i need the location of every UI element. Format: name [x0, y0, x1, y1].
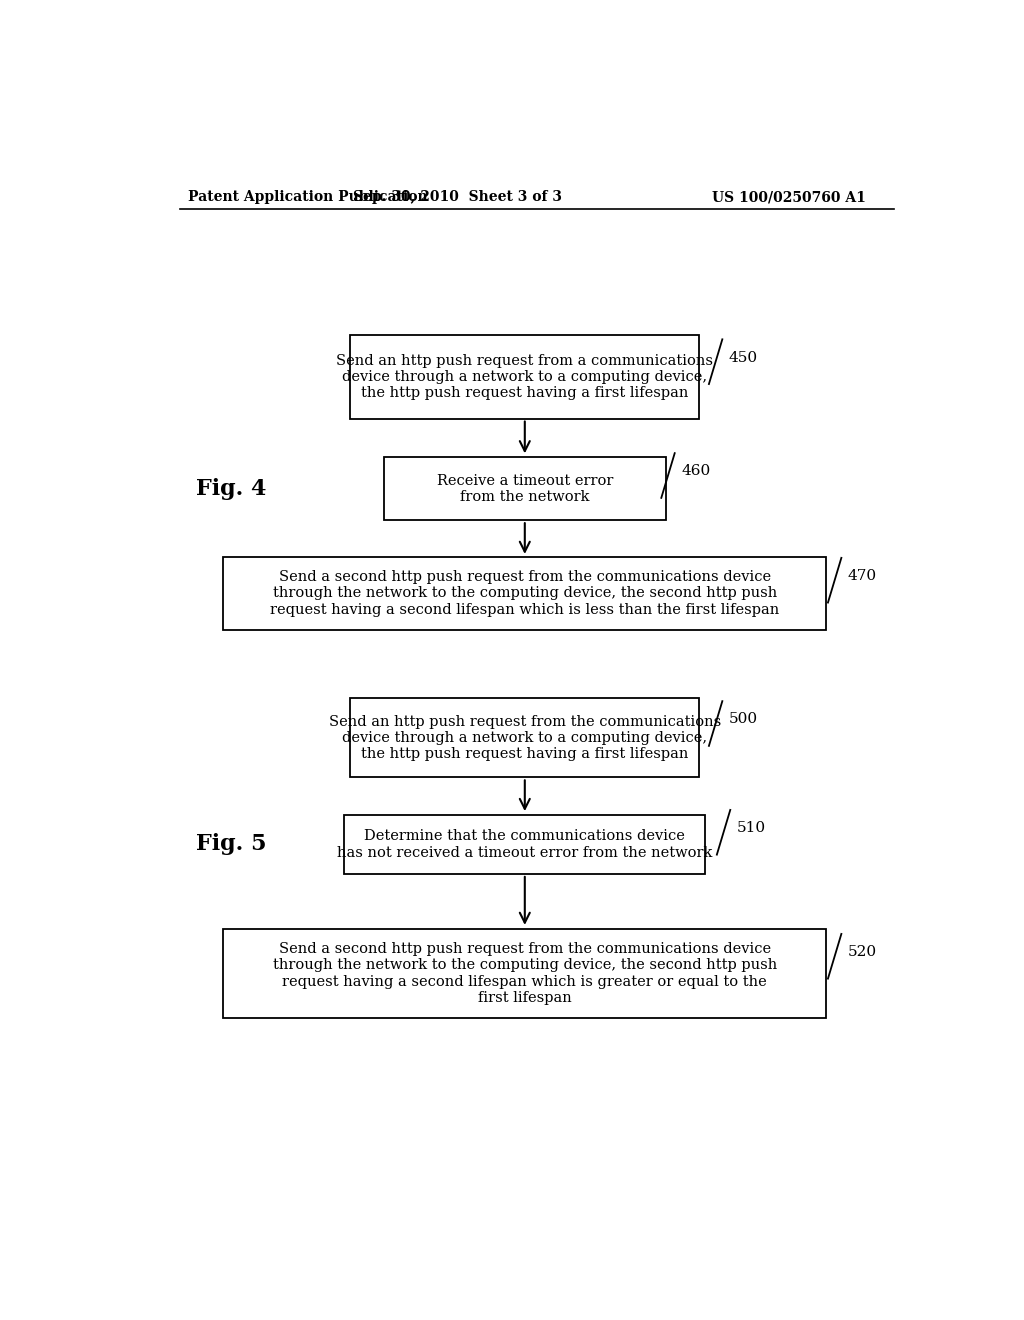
- Bar: [384, 457, 666, 520]
- Text: 510: 510: [736, 821, 766, 836]
- Bar: [350, 335, 699, 418]
- Text: Fig. 5: Fig. 5: [196, 833, 266, 855]
- Text: Patent Application Publication: Patent Application Publication: [187, 190, 427, 205]
- Bar: [223, 929, 826, 1018]
- Bar: [223, 557, 826, 630]
- Text: 470: 470: [848, 569, 877, 583]
- Text: 450: 450: [729, 351, 758, 364]
- Text: Determine that the communications device
has not received a timeout error from t: Determine that the communications device…: [337, 829, 713, 859]
- Text: Receive a timeout error
from the network: Receive a timeout error from the network: [436, 474, 613, 504]
- Text: Sep. 30, 2010  Sheet 3 of 3: Sep. 30, 2010 Sheet 3 of 3: [353, 190, 562, 205]
- Text: US 100/0250760 A1: US 100/0250760 A1: [712, 190, 866, 205]
- Text: 500: 500: [729, 713, 758, 726]
- Bar: [344, 814, 706, 874]
- Text: Send a second http push request from the communications device
through the netwo: Send a second http push request from the…: [270, 570, 779, 616]
- Bar: [350, 698, 699, 777]
- Text: 460: 460: [681, 465, 711, 478]
- Text: Send an http push request from the communications
device through a network to a : Send an http push request from the commu…: [329, 714, 721, 760]
- Text: 520: 520: [848, 945, 877, 960]
- Text: Send a second http push request from the communications device
through the netwo: Send a second http push request from the…: [272, 942, 777, 1005]
- Text: Fig. 4: Fig. 4: [196, 478, 266, 500]
- Text: Send an http push request from a communications
device through a network to a co: Send an http push request from a communi…: [336, 354, 714, 400]
